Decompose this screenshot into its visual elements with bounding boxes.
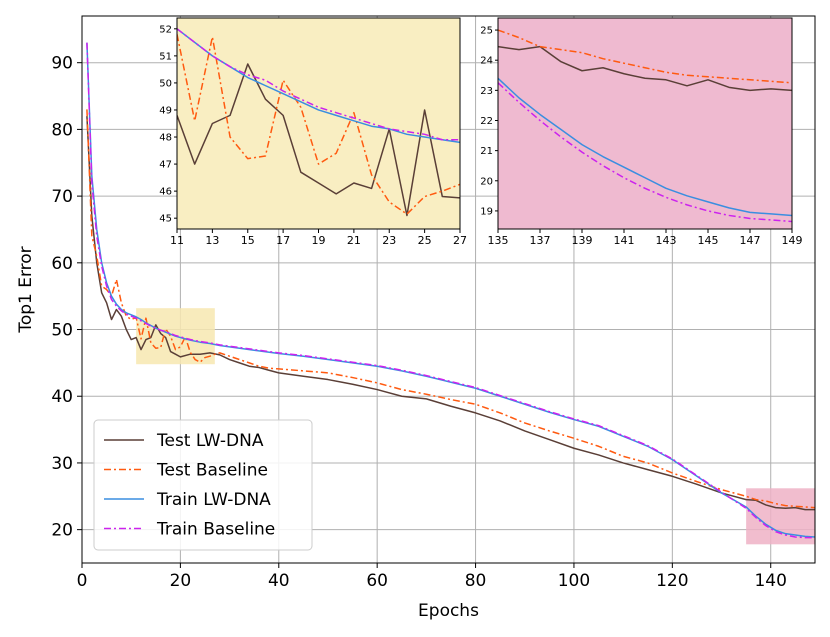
inset-y-tick-label: 25 xyxy=(480,26,493,37)
inset-x-tick-label: 25 xyxy=(418,234,432,247)
x-tick-label: 80 xyxy=(465,571,487,591)
legend-label: Train LW-DNA xyxy=(156,490,271,510)
x-tick-label: 20 xyxy=(170,571,192,591)
inset-x-tick-label: 23 xyxy=(382,234,396,247)
series-line-test-baseline xyxy=(498,29,792,84)
x-tick-label: 140 xyxy=(754,571,786,591)
inset-x-tick-label: 149 xyxy=(782,234,803,247)
inset-y-tick-label: 20 xyxy=(480,176,493,187)
x-tick-label: 100 xyxy=(558,571,590,591)
inset-y-tick-label: 23 xyxy=(480,86,493,97)
y-tick-label: 80 xyxy=(51,120,73,140)
series-line-train-baseline xyxy=(86,42,815,539)
y-tick-label: 50 xyxy=(51,321,73,341)
inset-y-tick-label: 48 xyxy=(159,133,172,144)
y-tick-label: 20 xyxy=(51,521,73,541)
inset-y-tick-label: 45 xyxy=(159,214,172,225)
inset-x-tick-label: 145 xyxy=(698,234,719,247)
inset-x-tick-label: 27 xyxy=(453,234,467,247)
main-axes-frame xyxy=(81,15,816,564)
series-line-train-lw-dna xyxy=(498,77,792,217)
series-line-test-lw-dna xyxy=(86,116,815,511)
inset-x-tick-label: 17 xyxy=(276,234,290,247)
legend-box xyxy=(93,419,313,551)
inset-x-tick-label: 139 xyxy=(572,234,593,247)
inset-frame xyxy=(497,17,793,230)
inset-y-tick-label: 47 xyxy=(159,160,172,171)
x-axis-label: Epochs xyxy=(418,601,479,621)
main-series xyxy=(86,42,815,539)
inset-background xyxy=(498,18,792,229)
y-tick-label: 60 xyxy=(51,254,73,274)
y-axis-label: Top1 Error xyxy=(16,246,36,333)
series-line-test-lw-dna xyxy=(498,45,792,92)
x-tick-label: 60 xyxy=(366,571,388,591)
y-tick-label: 40 xyxy=(51,387,73,407)
inset-y-tick-label: 50 xyxy=(159,78,172,89)
x-tick-label: 40 xyxy=(268,571,290,591)
inset-y-tick-label: 51 xyxy=(159,51,172,62)
inset-y-tick-label: 46 xyxy=(159,187,172,198)
inset-1: 11 13 15 17 19 21 23 25 27 45 46 47 48 49 50 51 52 xyxy=(159,17,467,247)
y-tick-label: 30 xyxy=(51,454,73,474)
inset-y-tick-label: 22 xyxy=(480,116,493,127)
inset-y-tick-label: 19 xyxy=(480,206,493,217)
inset-x-tick-label: 137 xyxy=(530,234,551,247)
series-line-test-lw-dna xyxy=(177,63,460,217)
inset-x-tick-label: 19 xyxy=(312,234,326,247)
series-line-train-lw-dna xyxy=(177,28,460,144)
inset-x-tick-label: 135 xyxy=(488,234,509,247)
y-tick-label: 90 xyxy=(51,54,73,74)
inset-x-tick-label: 143 xyxy=(656,234,677,247)
series-line-train-baseline xyxy=(177,28,460,141)
inset-x-tick-label: 15 xyxy=(241,234,255,247)
legend: Test LW-DNA Test Baseline Train LW-DNA Trai… xyxy=(93,419,313,551)
inset-y-tick-label: 49 xyxy=(159,105,172,116)
inset-y-tick-label: 24 xyxy=(480,56,493,67)
inset-y-tick-label: 52 xyxy=(159,24,172,35)
inset-x-tick-label: 21 xyxy=(347,234,361,247)
x-tick-label: 120 xyxy=(656,571,688,591)
series-line-test-baseline xyxy=(177,34,460,215)
x-tick-label: 0 xyxy=(77,571,88,591)
legend-label: Test Baseline xyxy=(156,461,268,481)
zoom-region-2 xyxy=(746,488,815,545)
y-tick-label: 70 xyxy=(51,187,73,207)
inset-x-tick-label: 13 xyxy=(205,234,219,247)
legend-label: Train Baseline xyxy=(156,520,275,540)
inset-x-tick-label: 11 xyxy=(170,234,184,247)
inset-2: 135 137 139 141 143 145 147 149 19 20 21 22 23 24 25 xyxy=(480,17,803,247)
legend-label: Test LW-DNA xyxy=(156,431,264,451)
inset-background xyxy=(177,18,460,229)
series-line-train-baseline xyxy=(498,82,792,223)
inset-x-tick-label: 141 xyxy=(614,234,635,247)
inset-y-tick-label: 21 xyxy=(480,146,493,157)
inset-x-tick-label: 147 xyxy=(740,234,761,247)
